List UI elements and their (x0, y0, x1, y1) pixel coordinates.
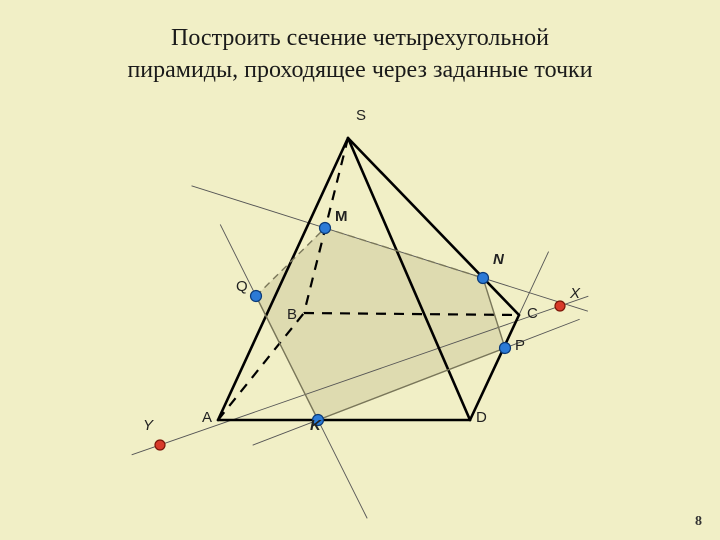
vertex-label-C: C (527, 305, 538, 322)
vertex-label-N: N (493, 251, 504, 268)
vertex-label-K: K (310, 417, 321, 434)
vertex-label-X: X (570, 285, 580, 302)
vertex-label-P: P (515, 337, 525, 354)
vertex-label-D: D (476, 409, 487, 426)
vertex-label-B: B (287, 306, 297, 323)
vertex-label-A: A (202, 409, 212, 426)
page-number: 8 (695, 514, 702, 530)
vertex-label-M: M (335, 208, 348, 225)
vertex-label-Y: Y (143, 417, 153, 434)
diagram-svg (0, 0, 720, 540)
vertex-label-S: S (356, 107, 366, 124)
vertex-label-Q: Q (236, 278, 248, 295)
slide-canvas: Построить сечение четырехугольной пирами… (0, 0, 720, 540)
